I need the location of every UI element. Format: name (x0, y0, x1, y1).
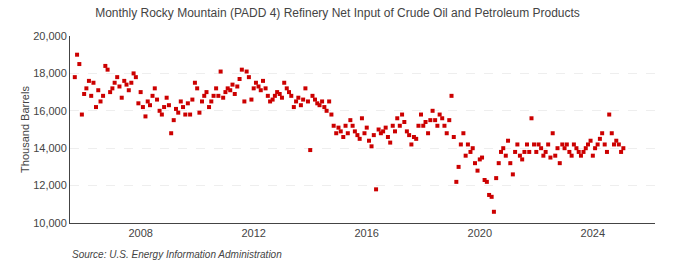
svg-text:20,000: 20,000 (33, 30, 67, 42)
svg-text:2020: 2020 (468, 227, 492, 239)
svg-text:10,000: 10,000 (33, 217, 67, 229)
svg-text:Thousand Barrels: Thousand Barrels (19, 86, 31, 173)
svg-text:12,000: 12,000 (33, 179, 67, 191)
svg-text:18,000: 18,000 (33, 67, 67, 79)
svg-text:Source: U.S. Energy Informatio: Source: U.S. Energy Information Administ… (72, 249, 282, 260)
svg-text:2024: 2024 (581, 227, 605, 239)
svg-text:16,000: 16,000 (33, 105, 67, 117)
svg-text:2008: 2008 (128, 227, 152, 239)
svg-text:2012: 2012 (241, 227, 265, 239)
svg-text:14,000: 14,000 (33, 142, 67, 154)
svg-text:Monthly Rocky Mountain (PADD 4: Monthly Rocky Mountain (PADD 4) Refinery… (95, 6, 580, 20)
svg-text:2016: 2016 (354, 227, 378, 239)
